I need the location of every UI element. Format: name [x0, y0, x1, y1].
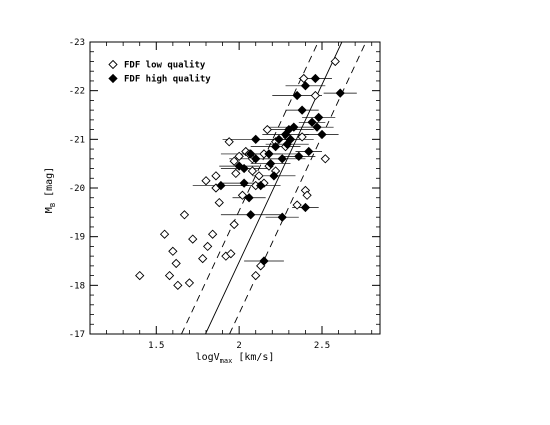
high-quality-point	[277, 212, 287, 222]
low-quality-point	[164, 270, 175, 281]
high-quality-point	[317, 129, 327, 140]
low-quality-point	[262, 124, 272, 135]
y-tick-label: -22	[69, 87, 85, 97]
fit-line-dashed	[229, 42, 367, 334]
high-quality-point	[335, 88, 345, 98]
high-quality-point	[277, 154, 287, 164]
x-axis-title: logVmax [km/s]	[196, 352, 275, 365]
y-tick-label: -21	[69, 135, 85, 145]
low-quality-point	[224, 137, 234, 147]
low-quality-point	[251, 270, 261, 281]
high-quality-point	[300, 81, 311, 91]
high-quality-point	[259, 256, 269, 266]
axis-ticks: 1.5 2 2.5 -17 -18 -19 -20 -21 -22 -23	[69, 38, 380, 351]
high-quality-point	[285, 134, 296, 144]
low-quality-point	[201, 176, 211, 186]
high-quality-point	[274, 134, 284, 144]
y-tick-label: -19	[69, 233, 85, 243]
low-quality-point	[207, 229, 218, 239]
high-quality-point	[239, 178, 249, 188]
y-tick-label: -23	[69, 38, 85, 48]
x-tick-label: 2.5	[314, 341, 330, 351]
y-axis-title: MB [mag]	[44, 167, 57, 213]
high-quality-point	[312, 122, 322, 132]
legend-label-low: FDF low quality	[124, 60, 206, 71]
y-tick-label: -17	[69, 330, 85, 340]
legend-label-high: FDF high quality	[124, 74, 211, 85]
high-quality-point	[300, 202, 311, 213]
high-quality-point	[307, 117, 317, 127]
low-quality-point	[254, 171, 264, 181]
fit-line-dashed	[181, 42, 319, 334]
low-quality-point	[226, 249, 236, 259]
low-quality-point	[297, 132, 307, 142]
high-quality-point	[269, 171, 279, 181]
high-quality-point	[265, 159, 276, 169]
high-quality-point	[297, 105, 307, 115]
high-quality-point	[256, 180, 266, 191]
low-quality-point	[229, 219, 239, 230]
low-quality-point	[247, 166, 258, 176]
low-quality-point	[179, 210, 190, 220]
high-quality-point	[251, 154, 261, 164]
high-quality-point	[251, 134, 261, 144]
low-quality-point	[310, 90, 321, 101]
fit-line	[205, 42, 343, 334]
x-tick-label: 2	[236, 341, 241, 351]
high-quality-point	[314, 112, 324, 123]
high-quality-point	[239, 163, 249, 174]
low-quality-point	[292, 200, 302, 210]
low-quality-point	[135, 270, 145, 281]
low-quality-point	[214, 197, 224, 208]
low-quality-point	[159, 229, 170, 239]
high-quality-point	[264, 149, 274, 159]
high-quality-point	[294, 151, 304, 162]
high-quality-point	[270, 141, 281, 152]
low-quality-point	[188, 234, 198, 244]
y-tick-label: -18	[69, 281, 85, 291]
data-markers	[135, 56, 345, 290]
low-quality-point	[211, 171, 221, 181]
legend-open-diamond-icon	[108, 59, 118, 70]
high-quality-point	[246, 210, 256, 220]
low-quality-point	[184, 278, 195, 288]
low-quality-point	[198, 253, 208, 264]
low-quality-point	[330, 56, 340, 67]
low-quality-point	[203, 241, 213, 252]
high-quality-point	[244, 193, 254, 203]
y-tick-label: -20	[69, 184, 85, 194]
high-quality-point	[304, 146, 314, 157]
low-quality-point	[229, 156, 239, 166]
legend: FDF low quality FDF high quality	[108, 59, 211, 85]
low-quality-point	[231, 168, 241, 179]
high-quality-point	[292, 90, 302, 101]
relation-lines	[181, 42, 367, 334]
high-quality-point	[310, 73, 321, 84]
low-quality-point	[299, 73, 309, 84]
plot-frame	[89, 41, 381, 335]
low-quality-point	[173, 280, 183, 290]
low-quality-point	[168, 246, 178, 256]
legend-filled-diamond-icon	[108, 73, 118, 84]
high-quality-point	[216, 180, 226, 191]
low-quality-point	[320, 154, 330, 164]
low-quality-point	[171, 258, 181, 269]
high-quality-point	[234, 161, 244, 171]
x-tick-label: 1.5	[148, 341, 164, 351]
low-quality-point	[302, 190, 312, 200]
high-quality-point	[246, 149, 256, 159]
low-quality-point	[237, 190, 248, 200]
low-quality-point	[234, 151, 244, 162]
high-quality-point	[289, 122, 299, 132]
